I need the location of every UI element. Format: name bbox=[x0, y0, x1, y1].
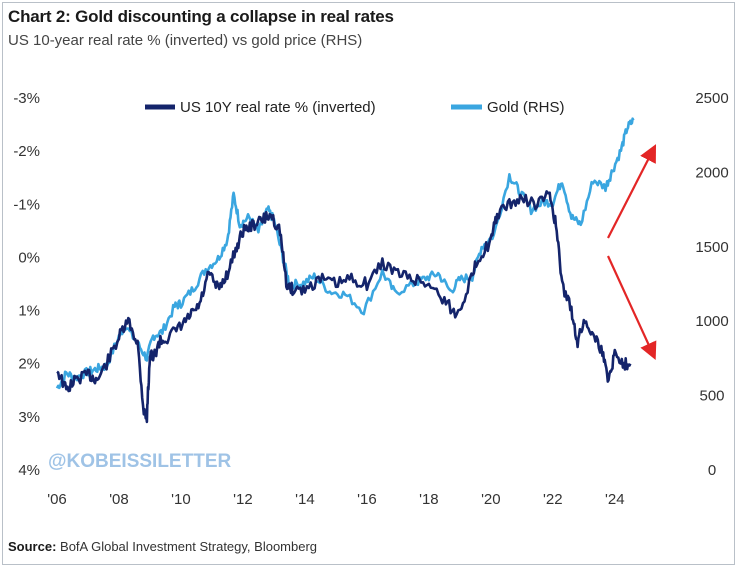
chart-series bbox=[55, 117, 635, 424]
y-right-tick-label: 500 bbox=[699, 388, 724, 405]
real-rate-line bbox=[56, 190, 632, 424]
x-tick-label: '08 bbox=[109, 491, 129, 508]
chart-title: Chart 2: Gold discounting a collapse in … bbox=[8, 7, 394, 26]
y-left-tick-label: -1% bbox=[13, 196, 40, 213]
watermark-text: @KOBEISSILETTER bbox=[48, 451, 231, 472]
chart-overlay: US 10Y real rate % (inverted) Gold (RHS) @… bbox=[48, 99, 657, 472]
arrow-down bbox=[607, 255, 657, 360]
y-right-tick-label: 2500 bbox=[695, 90, 728, 107]
y-left-tick-label: 4% bbox=[18, 462, 40, 479]
x-tick-label: '14 bbox=[295, 491, 315, 508]
arrow-up bbox=[607, 144, 657, 239]
y-left-tick-label: 1% bbox=[18, 303, 40, 320]
y-right-tick-label: 1500 bbox=[695, 239, 728, 256]
source-label: Source: bbox=[8, 539, 57, 554]
x-tick-label: '06 bbox=[47, 491, 67, 508]
x-tick-label: '20 bbox=[481, 491, 501, 508]
y-left-tick-label: -3% bbox=[13, 90, 40, 107]
x-tick-label: '24 bbox=[605, 491, 625, 508]
legend: US 10Y real rate % (inverted) Gold (RHS) bbox=[145, 99, 565, 116]
y-left-tick-label: -2% bbox=[13, 143, 40, 160]
y-right-tick-label: 0 bbox=[708, 462, 716, 479]
chart-subtitle: US 10-year real rate % (inverted) vs gol… bbox=[8, 32, 363, 49]
x-tick-label: '12 bbox=[233, 491, 253, 508]
legend-label-real-rate: US 10Y real rate % (inverted) bbox=[180, 99, 376, 116]
y-left-tick-label: 2% bbox=[18, 356, 40, 373]
chart-axes: -3% -2% -1% 0% 1% 2% 3% 4% 2500 2000 1500 1000 500 0 '… bbox=[13, 90, 728, 508]
gold-line bbox=[55, 117, 635, 390]
legend-label-gold: Gold (RHS) bbox=[487, 99, 565, 116]
source-note: Source: BofA Global Investment Strategy,… bbox=[8, 539, 317, 554]
y-left-tick-label: 0% bbox=[18, 249, 40, 266]
x-tick-label: '18 bbox=[419, 491, 439, 508]
x-tick-label: '10 bbox=[171, 491, 191, 508]
x-tick-label: '16 bbox=[357, 491, 377, 508]
y-right-tick-label: 2000 bbox=[695, 164, 728, 181]
x-tick-label: '22 bbox=[543, 491, 563, 508]
y-right-tick-label: 1000 bbox=[695, 313, 728, 330]
y-left-tick-label: 3% bbox=[18, 409, 40, 426]
source-text: BofA Global Investment Strategy, Bloombe… bbox=[56, 539, 318, 554]
